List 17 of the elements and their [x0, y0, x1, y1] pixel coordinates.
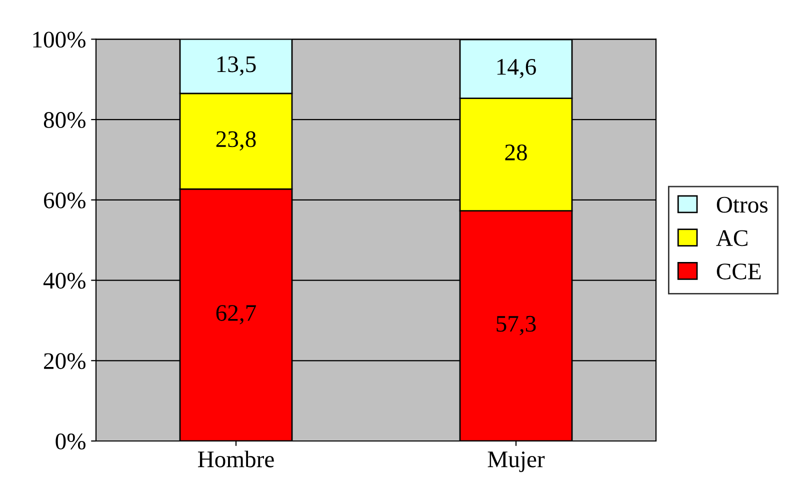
legend-label: CCE [716, 264, 761, 280]
y-tick-label: 100% [33, 32, 86, 48]
legend-label: Otros [716, 196, 768, 213]
x-tick-label: Hombre [198, 450, 274, 468]
y-tick-label: 80% [44, 112, 86, 128]
y-tick-label: 0% [56, 433, 86, 450]
data-label: 57,3 [496, 316, 536, 336]
data-label: 14,6 [497, 58, 536, 78]
x-tick-label: Mujer [488, 451, 545, 472]
data-label: 62,7 [216, 305, 256, 324]
y-tick-label: 40% [43, 272, 86, 289]
y-tick-label: 60% [44, 192, 86, 208]
y-tick-label: 20% [44, 353, 86, 370]
data-label: 28 [505, 144, 527, 160]
legend-label: AC [716, 230, 748, 246]
data-label: 23,8 [216, 131, 256, 151]
data-label: 13,5 [217, 56, 256, 76]
